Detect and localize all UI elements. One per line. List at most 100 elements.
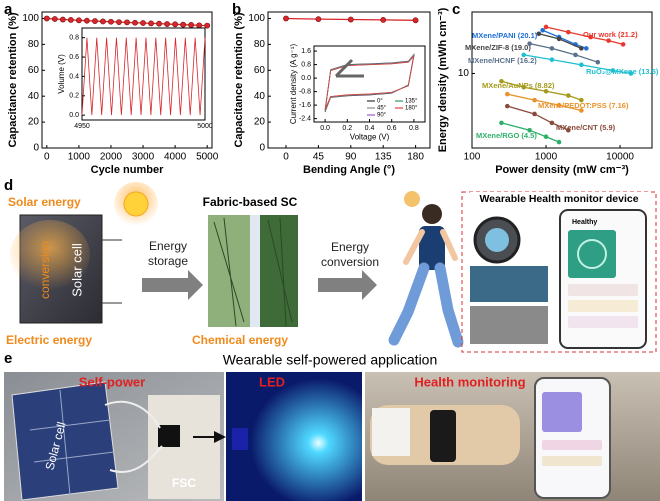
x-tick-label: 0.0 bbox=[320, 125, 330, 132]
data-point bbox=[43, 15, 50, 22]
arms bbox=[403, 229, 458, 265]
series-label: MXene/PANI (20.1) bbox=[472, 31, 538, 40]
y-tick-label: 40 bbox=[254, 91, 266, 102]
x-tick-label: 0.2 bbox=[342, 125, 352, 132]
legend-label: 90° bbox=[377, 113, 387, 119]
legend-label: 180° bbox=[405, 106, 418, 112]
y-tick-label: 0.8 bbox=[301, 61, 311, 68]
data-point bbox=[347, 16, 354, 23]
self-power-label: Self-power bbox=[79, 374, 145, 389]
bend-icon bbox=[334, 58, 364, 78]
x-tick-label: 4000 bbox=[164, 152, 187, 163]
y-tick-label: 40 bbox=[28, 91, 40, 102]
data-point bbox=[579, 97, 584, 103]
data-point bbox=[556, 139, 562, 145]
y-tick-label: -0.8 bbox=[299, 88, 311, 95]
series-line bbox=[507, 105, 569, 131]
data-point bbox=[108, 18, 114, 25]
fiber bbox=[213, 217, 293, 327]
head bbox=[422, 204, 442, 224]
data-point bbox=[164, 21, 170, 27]
data-point bbox=[610, 68, 616, 73]
data-point bbox=[532, 97, 537, 103]
data-point bbox=[579, 108, 584, 113]
data-point bbox=[628, 71, 634, 76]
data-point bbox=[566, 93, 571, 98]
y-tick-label: 0.6 bbox=[69, 54, 79, 61]
data-point bbox=[543, 134, 549, 140]
plot-frame bbox=[41, 11, 213, 149]
panel-e: e Wearable self-powered application Self… bbox=[4, 350, 660, 501]
x-tick-label: 0.8 bbox=[409, 125, 419, 132]
x-axis-label: Cycle number bbox=[91, 164, 164, 176]
x-tick-label: 0.6 bbox=[387, 125, 397, 132]
data-point bbox=[132, 19, 138, 26]
y-tick-label: 60 bbox=[28, 65, 40, 76]
series-label: MXene/ZIF-8 (19.0) bbox=[465, 43, 531, 52]
x-tick-label: 5000 bbox=[197, 123, 213, 130]
data-point bbox=[124, 19, 130, 26]
data-point bbox=[543, 24, 549, 30]
device-title-bg bbox=[470, 192, 648, 206]
data-point bbox=[532, 111, 537, 117]
legs bbox=[388, 262, 464, 348]
app-panel bbox=[568, 230, 616, 278]
x-tick-label: 1000 bbox=[68, 152, 91, 163]
application-title: Wearable self-powered application bbox=[223, 352, 438, 368]
data-point bbox=[584, 46, 589, 51]
data-point bbox=[180, 21, 187, 28]
app-row bbox=[568, 316, 638, 328]
data-point bbox=[499, 78, 504, 84]
solar-cell-label: Solar cell bbox=[69, 243, 84, 297]
data-point bbox=[499, 120, 504, 126]
data-point bbox=[588, 34, 593, 40]
inset-background bbox=[314, 46, 425, 122]
fsc-device bbox=[158, 425, 180, 447]
watch-face bbox=[485, 228, 509, 252]
app-name: Healthy bbox=[572, 219, 597, 226]
y-tick-label: 100 bbox=[22, 13, 39, 24]
data-point bbox=[543, 88, 549, 94]
data-point bbox=[527, 127, 532, 133]
legend-label: 45° bbox=[377, 106, 387, 112]
plot-frame bbox=[267, 11, 431, 149]
y-tick-label: 80 bbox=[28, 39, 40, 50]
data-point bbox=[188, 22, 195, 28]
y-tick-label: 80 bbox=[254, 39, 266, 50]
plot-frame bbox=[81, 27, 206, 121]
data-point bbox=[116, 19, 122, 26]
panel-label: c bbox=[452, 1, 460, 18]
energy-conversion-label: Energy bbox=[331, 240, 369, 254]
x-tick-label: 4950 bbox=[74, 123, 90, 130]
series-label: Our work (21.2) bbox=[583, 30, 638, 39]
app-row bbox=[542, 440, 602, 450]
plot-frame bbox=[471, 11, 653, 149]
data-point bbox=[67, 17, 74, 23]
conversion-label: conversion bbox=[38, 241, 52, 299]
x-tick-label: 45 bbox=[313, 152, 325, 163]
data-point bbox=[196, 22, 203, 29]
data-point bbox=[156, 20, 162, 27]
y-tick-label: 100 bbox=[248, 13, 265, 24]
x-tick-label: 5000 bbox=[196, 152, 219, 163]
data-point bbox=[549, 120, 555, 126]
y-tick-label: 10 bbox=[458, 68, 470, 79]
data-point bbox=[536, 31, 542, 37]
chart: 4950 5000 0.0 0.2 0.4 0.6 0.8 Volume (V) bbox=[57, 27, 213, 130]
arrow bbox=[318, 270, 377, 300]
chemical-energy-label: Chemical energy bbox=[192, 333, 288, 347]
x-tick-label: 0 bbox=[44, 152, 50, 163]
data-point bbox=[283, 15, 289, 22]
panel-glow bbox=[10, 220, 90, 290]
data-point bbox=[75, 17, 82, 24]
chart: c 100 1000 10000 10 Power density (mW cm⁻³) En… bbox=[437, 1, 659, 176]
sun bbox=[114, 182, 158, 226]
x-tick-label: 3000 bbox=[132, 152, 155, 163]
x-axis-label: Voltage (V) bbox=[350, 133, 390, 142]
data-point bbox=[100, 18, 106, 25]
sun-disc bbox=[123, 191, 149, 217]
y-tick-label: 0.0 bbox=[69, 112, 79, 119]
app-panel bbox=[542, 392, 582, 432]
data-point bbox=[527, 41, 532, 46]
data-point bbox=[51, 16, 58, 22]
